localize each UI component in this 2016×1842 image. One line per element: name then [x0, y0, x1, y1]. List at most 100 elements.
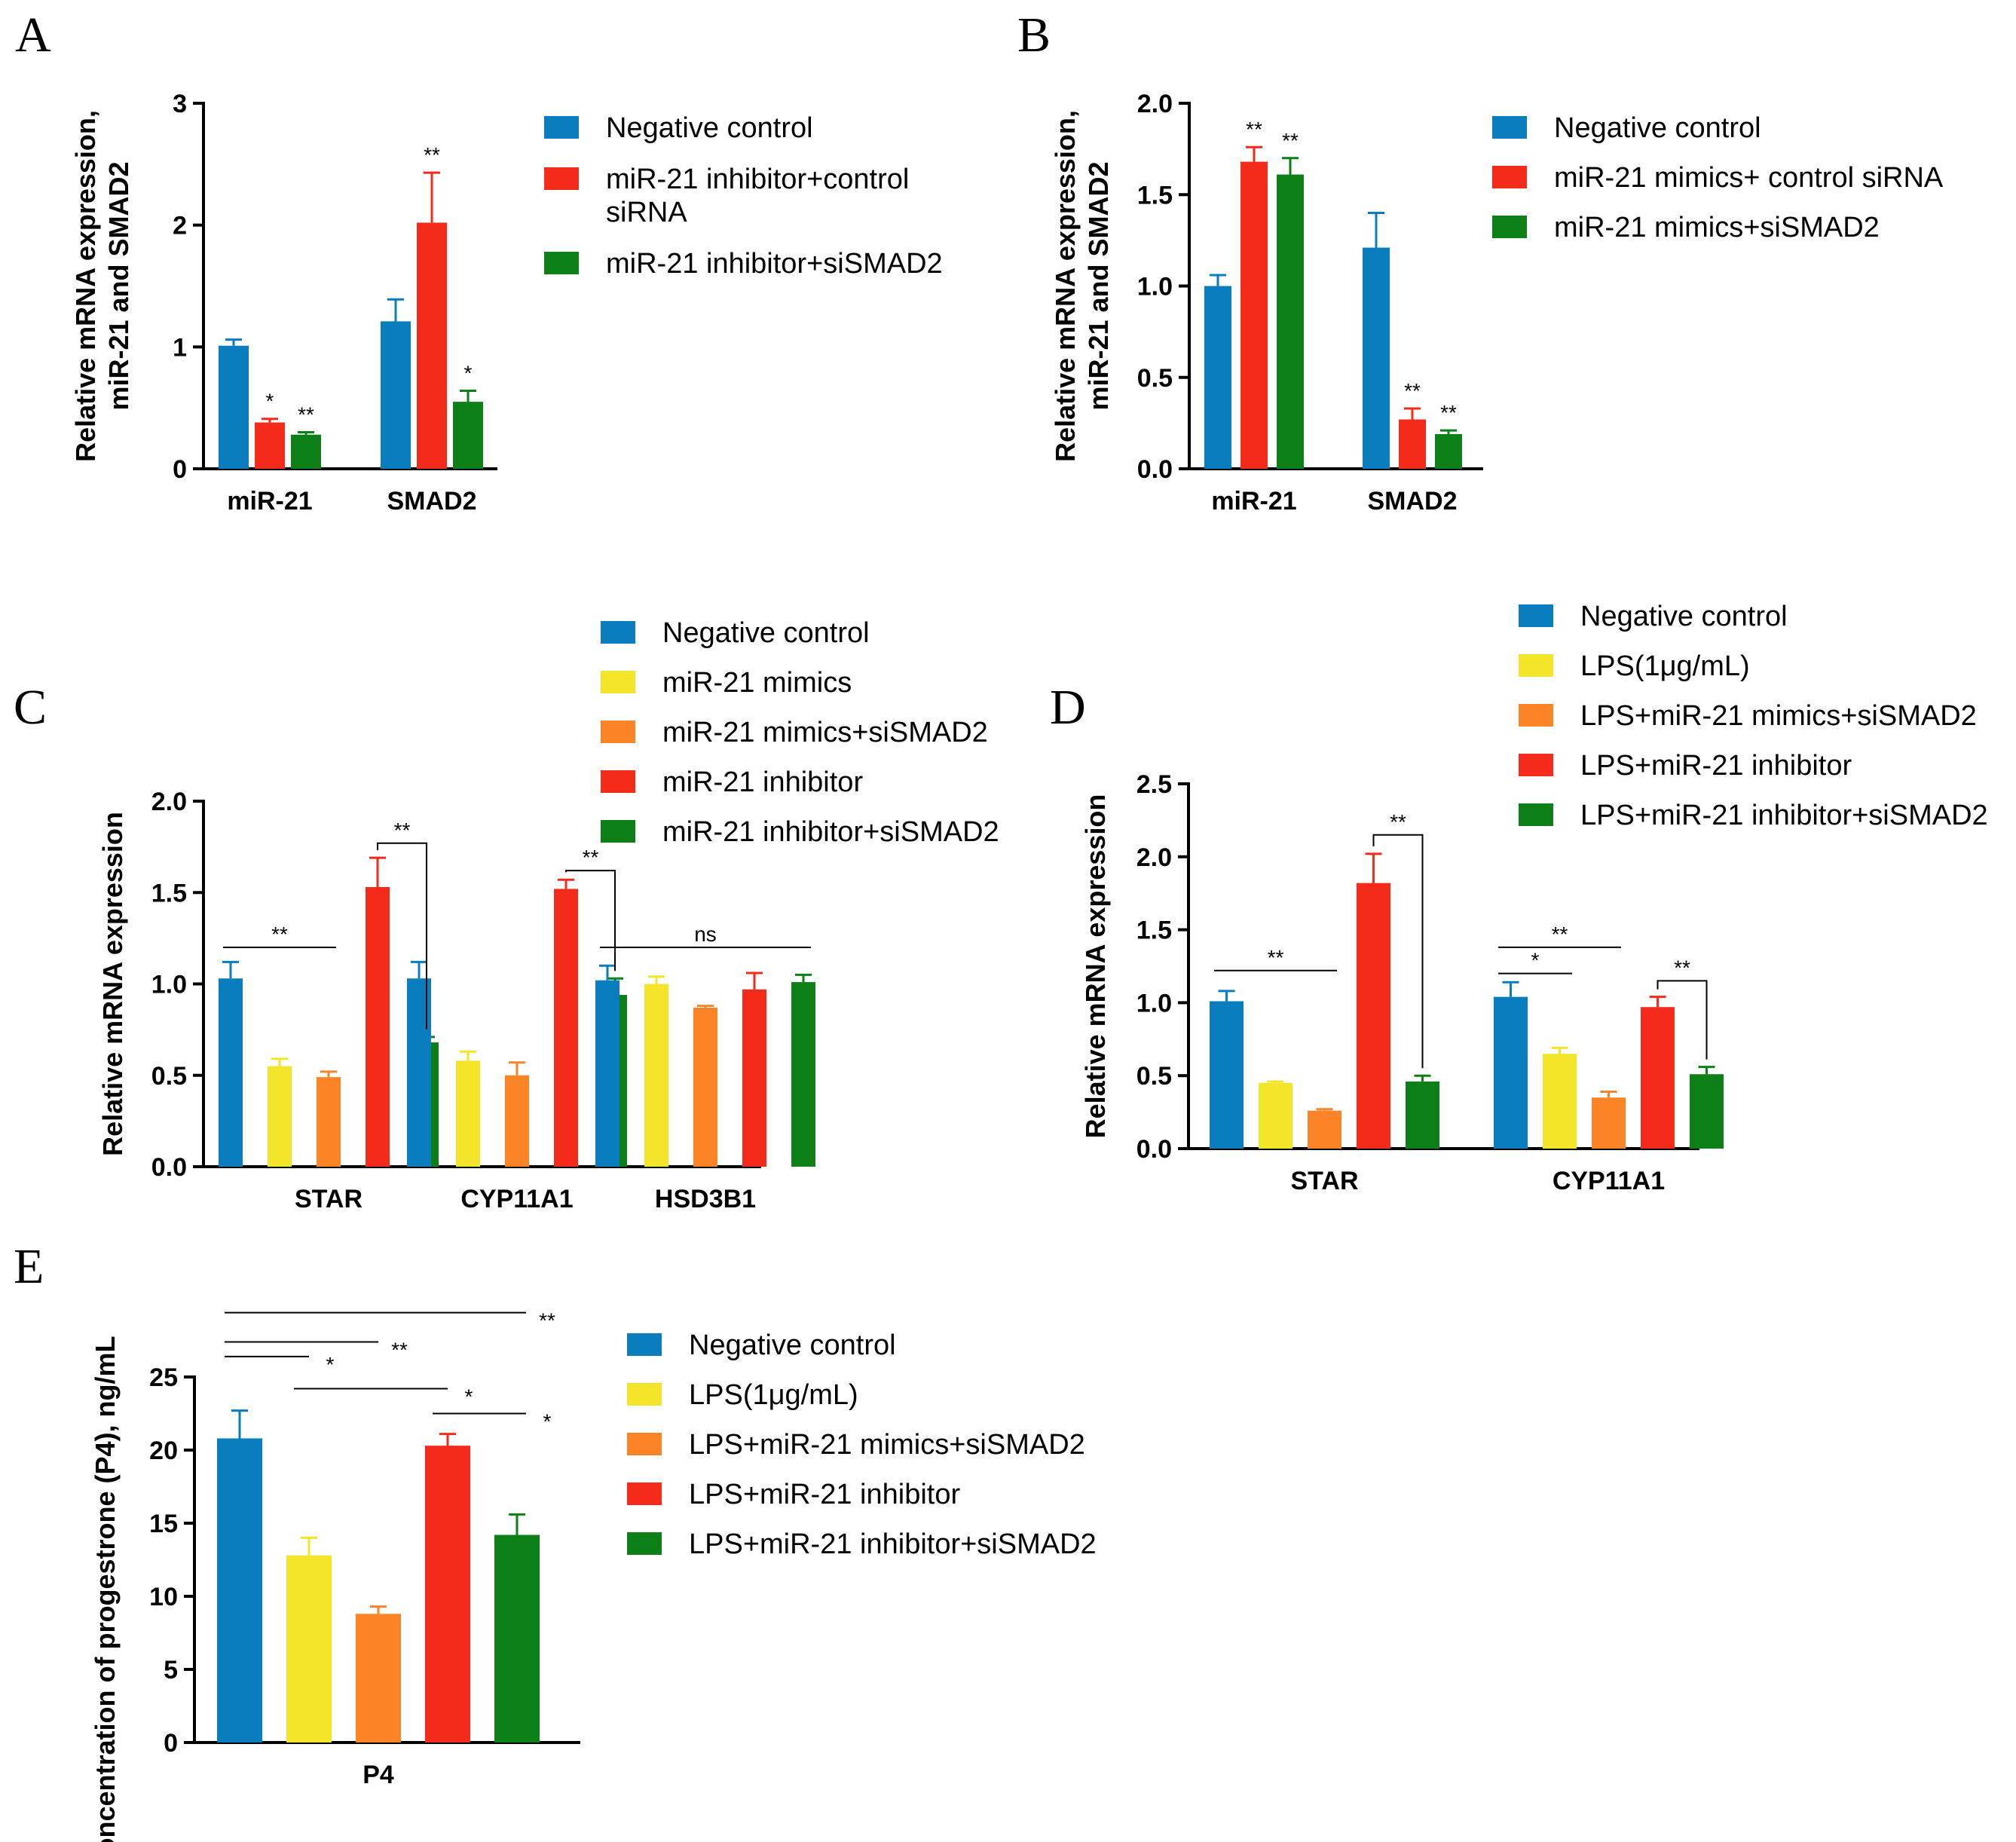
legend-label: LPS+miR-21 mimics+siSMAD2 [689, 1429, 1085, 1461]
y-tick-label: 2.0 [151, 788, 187, 816]
bar [1592, 1097, 1626, 1149]
legend-label: miR-21 inhibitor+siSMAD2 [662, 816, 999, 848]
comparison-label: * [326, 1353, 335, 1376]
legend-label: LPS(1μg/mL) [689, 1379, 858, 1411]
y-tick-label: 1.0 [151, 971, 187, 999]
legend-label: Negative control [689, 1329, 896, 1361]
legend-label-line: LPS(1μg/mL) [689, 1379, 858, 1411]
legend-swatch [601, 770, 635, 793]
x-category-label: STAR [295, 1185, 363, 1213]
legend-label: LPS+miR-21 inhibitor [1580, 750, 1852, 782]
y-axis-title-line: Relative mRNA expression, [70, 110, 101, 462]
legend-swatch [1519, 803, 1553, 826]
legend-swatch [1492, 116, 1527, 139]
y-tick-label: 20 [149, 1437, 178, 1465]
comparison-label: ** [1390, 810, 1406, 834]
significance-label: ** [298, 403, 314, 427]
y-axis-title-line: Concentration of progestrone (P4), ng/mL [90, 1336, 121, 1842]
significance-label: * [266, 390, 274, 413]
bar [381, 321, 411, 469]
bar [1435, 433, 1462, 469]
bar [217, 1438, 262, 1743]
legend-label-line: LPS+miR-21 inhibitor [1580, 750, 1852, 782]
y-tick-label: 1 [173, 333, 187, 362]
comparison-label: ** [1674, 956, 1690, 979]
bar [1494, 996, 1528, 1149]
bar [554, 889, 578, 1167]
legend-swatch [601, 721, 635, 743]
x-category-label: miR-21 [227, 487, 312, 516]
bar [317, 1077, 341, 1167]
legend-label-line: miR-21 inhibitor+siSMAD2 [606, 248, 943, 280]
bar [494, 1534, 540, 1743]
bar [595, 980, 619, 1167]
y-axis-title: Relative mRNA expression [97, 812, 128, 1156]
legend-label-line: miR-21 mimics+ control siRNA [1554, 162, 1944, 194]
legend-swatch [1519, 604, 1553, 627]
comparison-bracket [377, 842, 427, 1030]
legend-label-line: Negative control [689, 1329, 896, 1361]
significance-label: ** [1282, 129, 1299, 152]
significance-label: ** [1404, 379, 1421, 402]
significance-label: ** [1246, 118, 1262, 141]
y-tick-label: 3 [173, 90, 187, 118]
legend-label: miR-21 mimics [662, 667, 852, 699]
legend-swatch [601, 671, 635, 693]
legend-swatch [627, 1433, 662, 1455]
comparison-label: ** [1268, 946, 1284, 969]
bar [644, 984, 668, 1167]
legend-label-line: LPS(1μg/mL) [1580, 650, 1750, 682]
comparison-label: * [1531, 949, 1540, 972]
x-category-label: miR-21 [1211, 487, 1296, 516]
legend-label-line: LPS+miR-21 mimics+siSMAD2 [1580, 700, 1977, 732]
legend-label-line: miR-21 mimics [662, 667, 852, 699]
panel-label: E [14, 1239, 44, 1294]
y-axis-title: Relative mRNA expression,miR-21 and SMAD… [70, 110, 134, 462]
legend-label: LPS(1μg/mL) [1580, 650, 1750, 682]
legend-label-line: LPS+miR-21 inhibitor [689, 1479, 960, 1510]
comparison-label: ** [583, 846, 599, 869]
bar [1690, 1074, 1724, 1149]
comparison-label: ns [694, 923, 717, 946]
legend-label: miR-21 mimics+ control siRNA [1554, 162, 1944, 194]
bar [425, 1446, 470, 1743]
legend-label: Negative control [606, 112, 813, 144]
legend-swatch [544, 167, 579, 190]
y-tick-label: 0.5 [151, 1062, 187, 1091]
y-tick-label: 15 [149, 1510, 178, 1538]
bar [255, 422, 285, 469]
y-axis-title: Relative mRNA expression,miR-21 and SMAD… [1050, 110, 1114, 462]
legend-swatch [544, 116, 579, 139]
y-tick-label: 1.5 [1137, 181, 1173, 210]
x-category-label: P4 [363, 1761, 394, 1789]
bar [366, 886, 390, 1167]
legend-label: LPS+miR-21 inhibitor+siSMAD2 [689, 1528, 1097, 1560]
legend-swatch [1519, 654, 1553, 677]
panel-d: D 0.0 0.5 1.0 1.5 2.0 2.5 Relative mRNA express… [1050, 601, 1988, 1195]
y-tick-label: 1.0 [1136, 989, 1172, 1017]
legend-swatch [1492, 166, 1527, 188]
bar [1406, 1081, 1439, 1149]
comparison-bracket [1657, 980, 1708, 1060]
legend-label-line: LPS+miR-21 inhibitor+siSMAD2 [689, 1528, 1097, 1560]
panel-label: D [1050, 680, 1086, 735]
y-tick-label: 2 [173, 212, 187, 240]
significance-label: * [464, 362, 473, 385]
bar [1641, 1007, 1675, 1149]
x-category-label: HSD3B1 [655, 1185, 756, 1213]
bar [1543, 1054, 1577, 1149]
bar [791, 982, 815, 1167]
y-tick-label: 0.0 [151, 1153, 187, 1182]
legend-swatch [627, 1482, 662, 1505]
legend-label: LPS+miR-21 inhibitor [689, 1479, 960, 1510]
panel-c: C 0.0 0.5 1.0 1.5 2.0 Relative mRNA expression… [14, 617, 999, 1213]
panel-a: A 0 1 2 3 Relative mRNA expression,miR-21 and… [15, 8, 943, 516]
y-axis-title-line: Relative mRNA expression [1080, 794, 1111, 1139]
legend-label-line: miR-21 mimics+siSMAD2 [1554, 212, 1880, 243]
comparison-label: * [543, 1410, 552, 1434]
bar [453, 402, 483, 469]
legend-swatch [627, 1532, 662, 1555]
significance-label: ** [424, 143, 440, 167]
comparison-label: ** [271, 923, 288, 946]
legend-label: miR-21 inhibitor+siSMAD2 [606, 248, 943, 280]
